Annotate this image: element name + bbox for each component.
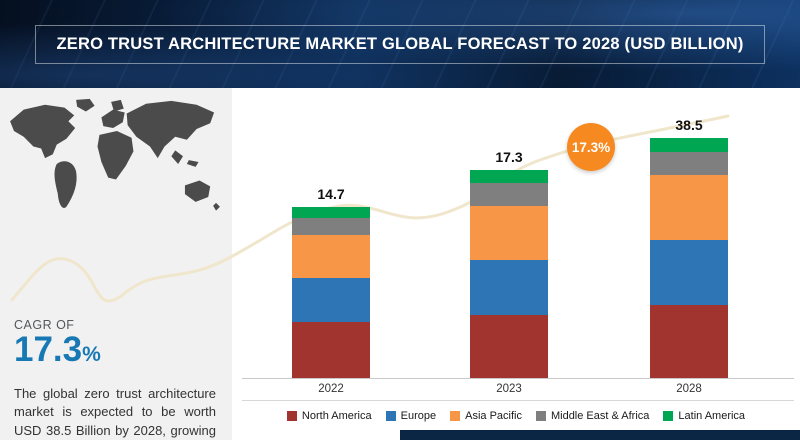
header-banner: ZERO TRUST ARCHITECTURE MARKET GLOBAL FO… [0,0,800,88]
bar-total-label: 17.3 [495,149,523,165]
segment-middle-east-africa [292,217,370,235]
bar-2022: 14.7 [292,186,370,378]
legend-swatch [663,411,674,421]
cagr-value: 17.3% [14,330,101,369]
x-axis-label-2022: 2022 [318,383,344,395]
chart-area: 14.7 17.3 38.5 2022 2023 2028 North Americ… [232,88,800,440]
x-axis-label-2023: 2023 [496,383,522,395]
page-title: ZERO TRUST ARCHITECTURE MARKET GLOBAL FO… [35,24,765,64]
legend-item-middle-east-africa: Middle East & Africa [535,410,650,422]
cagr-badge: 17.3% [567,123,615,171]
cagr-label: CAGR OF [14,318,75,332]
cagr-number: 17.3 [14,330,83,369]
x-axis-label-2028: 2028 [676,383,702,395]
legend-label: Middle East & Africa [550,410,650,422]
legend-swatch [450,411,461,421]
legend-item-latin-america: Latin America [663,410,745,422]
segment-middle-east-africa [650,151,728,176]
segment-middle-east-africa [470,183,548,206]
x-axis: 2022 2023 2028 [242,378,794,401]
world-map-icon [10,98,220,211]
bar-2023: 17.3 [470,149,548,378]
legend-label: Europe [400,410,437,422]
legend-swatch [535,411,546,421]
segment-latin-america [292,207,370,218]
bar-total-label: 14.7 [317,186,345,202]
segment-asia-pacific [650,175,728,241]
segment-europe [650,240,728,305]
segment-europe [292,277,370,323]
legend-swatch [385,411,396,421]
legend-label: Latin America [678,410,746,422]
legend-label: North America [301,410,372,422]
legend-item-asia-pacific: Asia Pacific [450,410,522,422]
segment-asia-pacific [292,234,370,278]
legend-swatch [286,411,297,421]
cagr-percent-sign: % [82,343,101,366]
segment-north-america [650,304,728,378]
segment-north-america [292,322,370,378]
legend-item-north-america: North America [286,410,372,422]
segment-north-america [470,315,548,378]
legend: North America Europe Asia Pacific Middle Ea… [232,410,800,422]
cagr-block: CAGR OF 17.3% [14,318,101,369]
legend-label: Asia Pacific [465,410,522,422]
market-description: The global zero trust architecture marke… [14,386,216,438]
legend-item-europe: Europe [385,410,437,422]
segment-latin-america [470,170,548,184]
segment-latin-america [650,138,728,152]
world-map [2,96,228,232]
bar-2028: 38.5 [650,117,728,378]
footer-strip [400,430,800,440]
bar-total-label: 38.5 [675,117,703,133]
segment-asia-pacific [470,205,548,261]
segment-europe [470,260,548,316]
